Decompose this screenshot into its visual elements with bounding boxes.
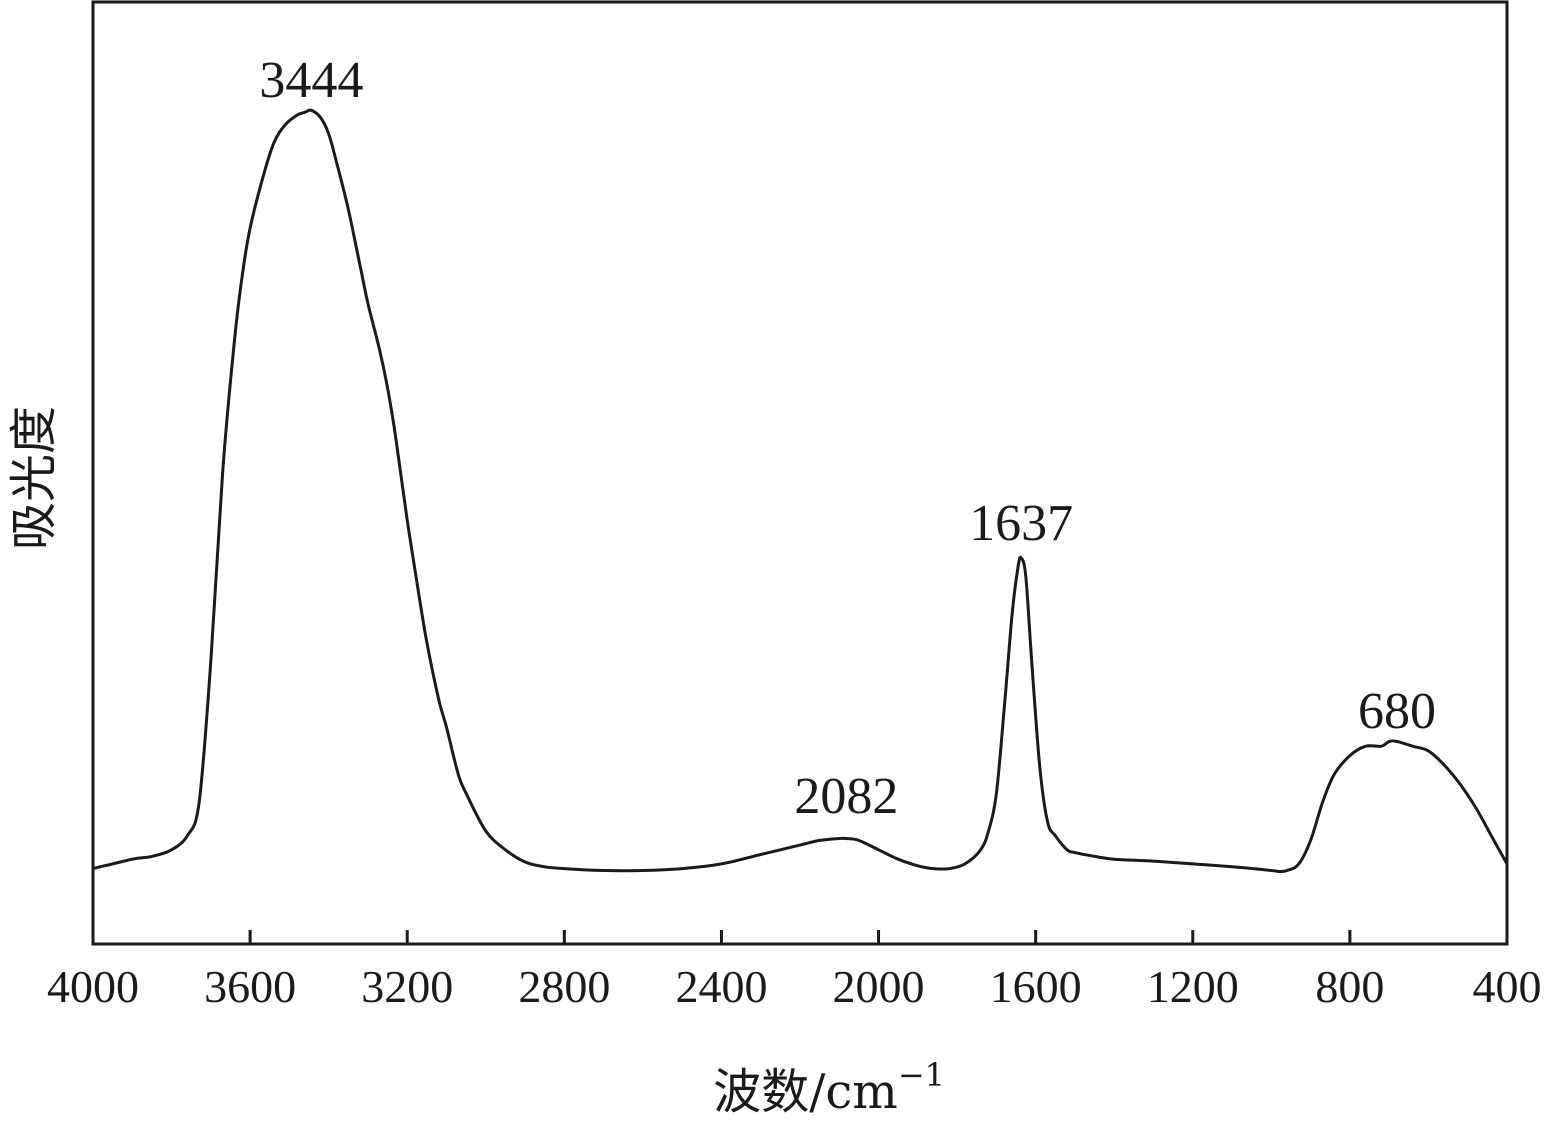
x-tick-label: 2400 bbox=[675, 961, 767, 1012]
x-axis-tick-labels: 4000 3600 3200 2800 2400 2000 1600 1200 800 400 bbox=[47, 961, 1542, 1012]
peak-labels: 3444 2082 1637 680 bbox=[259, 52, 1436, 825]
x-tick-label: 2000 bbox=[833, 961, 925, 1012]
x-tick-label: 4000 bbox=[47, 961, 139, 1012]
x-tick-label: 3200 bbox=[361, 961, 453, 1012]
spectrum-line bbox=[91, 108, 1509, 874]
x-tick-label: 1200 bbox=[1147, 961, 1239, 1012]
peak-label: 3444 bbox=[259, 52, 363, 109]
x-tick-label: 800 bbox=[1315, 961, 1384, 1012]
x-axis-title-superscript: −1 bbox=[898, 1056, 945, 1094]
x-tick-label: 2800 bbox=[518, 961, 610, 1012]
x-axis-ticks bbox=[91, 930, 1509, 944]
plot-frame bbox=[91, 0, 1509, 946]
x-tick-label: 3600 bbox=[204, 961, 296, 1012]
x-tick-label: 1600 bbox=[990, 961, 1082, 1012]
x-axis-title-text: 波数/cm bbox=[713, 1064, 898, 1120]
x-tick-label: 400 bbox=[1473, 961, 1542, 1012]
peak-label: 680 bbox=[1358, 683, 1436, 740]
peak-label: 1637 bbox=[969, 495, 1073, 552]
y-axis-title: 吸光度 bbox=[6, 406, 62, 550]
peak-label: 2082 bbox=[794, 768, 898, 825]
x-axis-title: 波数/cm−1 bbox=[713, 1056, 945, 1120]
